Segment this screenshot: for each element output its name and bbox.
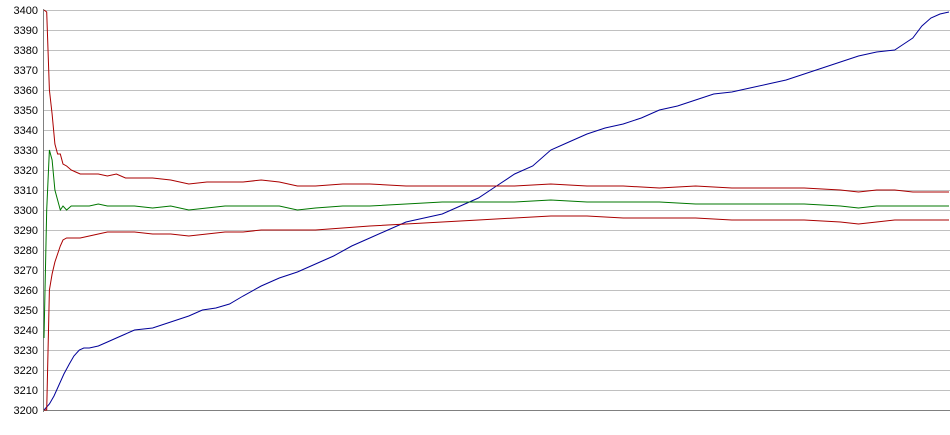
y-tick-label: 3330 — [14, 145, 38, 157]
y-tick-label: 3400 — [14, 5, 38, 17]
y-tick-label: 3200 — [14, 405, 38, 417]
y-tick-label: 3270 — [14, 265, 38, 277]
series-line-4 — [44, 215, 949, 411]
gridlines — [44, 10, 950, 391]
y-tick-label: 3390 — [14, 25, 38, 37]
y-tick-label: 3260 — [14, 285, 38, 297]
y-tick-label: 3290 — [14, 225, 38, 237]
y-tick-label: 3310 — [14, 185, 38, 197]
series-line-2 — [43, 9, 949, 193]
y-tick-label: 3280 — [14, 245, 38, 257]
series-line-1 — [43, 11, 950, 411]
series-lines — [43, 9, 950, 411]
y-tick-label: 3230 — [14, 345, 38, 357]
y-tick-label: 3250 — [14, 305, 38, 317]
y-tick-label: 3240 — [14, 325, 38, 337]
y-tick-label: 3370 — [14, 65, 38, 77]
y-tick-label: 3360 — [14, 85, 38, 97]
y-tick-labels: 3200 3210 3220 3230 3240 3250 3260 3270 3280 3290… — [14, 5, 38, 417]
axes — [43, 9, 950, 412]
y-tick-label: 3350 — [14, 105, 38, 117]
y-tick-label: 3320 — [14, 165, 38, 177]
y-tick-label: 3210 — [14, 385, 38, 397]
series-line-3 — [43, 149, 949, 339]
y-tick-label: 3340 — [14, 125, 38, 137]
y-tick-label: 3220 — [14, 365, 38, 377]
y-tick-label: 3380 — [14, 45, 38, 57]
y-tick-label: 3300 — [14, 205, 38, 217]
